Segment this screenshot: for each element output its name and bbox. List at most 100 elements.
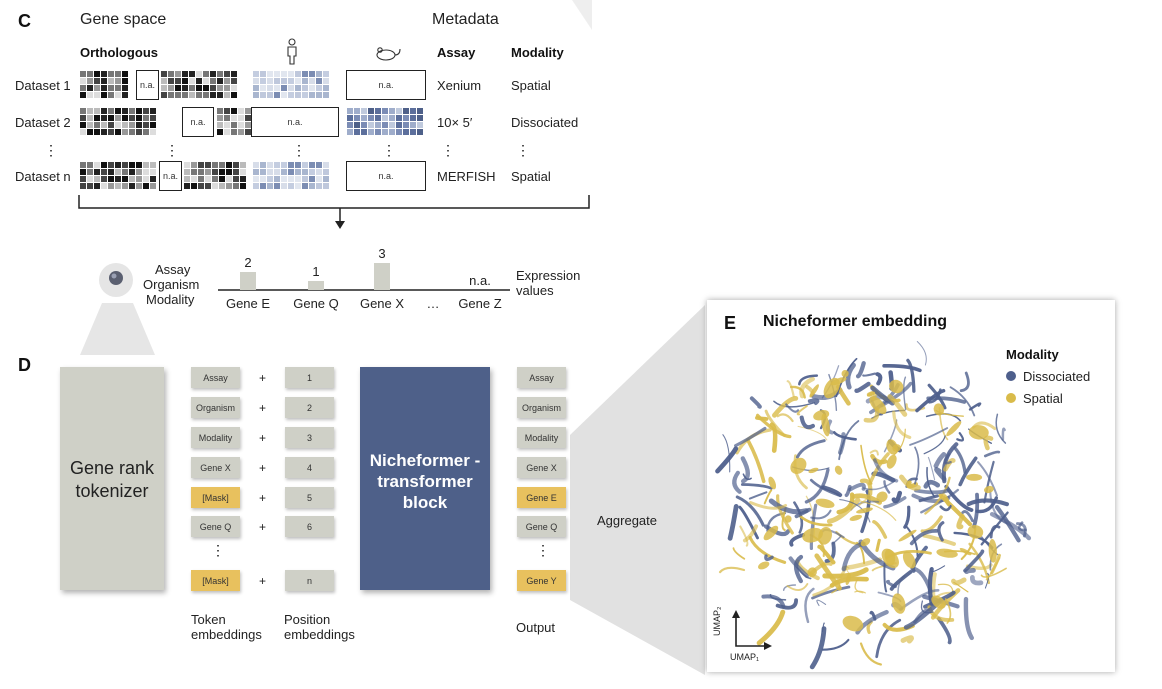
spatial-blob bbox=[943, 494, 950, 507]
output-token: Gene Y bbox=[517, 570, 566, 591]
dissociated-stroke bbox=[927, 456, 936, 481]
umap-x-label: UMAP₁ bbox=[730, 652, 760, 662]
expression-label-1: Expression bbox=[516, 268, 581, 283]
dissociated-stroke bbox=[972, 492, 980, 529]
output-token: Assay bbox=[517, 367, 566, 388]
dissociated-stroke bbox=[796, 439, 826, 459]
aggregate-wedge bbox=[570, 305, 705, 675]
spatial-blob bbox=[809, 384, 819, 398]
dissociated-stroke bbox=[824, 541, 836, 563]
spatial-stroke bbox=[985, 557, 1001, 581]
expression-value-label: 3 bbox=[378, 246, 385, 261]
expression-bar bbox=[308, 281, 324, 290]
dissociated-stroke bbox=[845, 362, 856, 390]
transformer-label-3: block bbox=[402, 493, 448, 512]
dissociated-stroke bbox=[883, 496, 907, 509]
dissociated-stroke bbox=[949, 386, 976, 417]
spatial-blob bbox=[845, 573, 851, 586]
expression-bar-chart: 2 Gene E 1 Gene Q 3 Gene X … n.a. Gene Z bbox=[218, 246, 510, 311]
spatial-stroke bbox=[798, 514, 833, 527]
position-embedding: 3 bbox=[285, 427, 334, 448]
dissociated-stroke bbox=[735, 495, 765, 527]
spatial-blob bbox=[834, 465, 843, 475]
spatial-blob bbox=[802, 527, 823, 543]
dissociated-stroke bbox=[816, 599, 827, 607]
down-arrow-icon bbox=[335, 221, 345, 229]
position-embedding: 1 bbox=[285, 367, 334, 388]
spatial-stroke bbox=[763, 489, 773, 505]
dissociated-stroke bbox=[961, 510, 974, 523]
spatial-blob bbox=[842, 615, 864, 632]
row-ellipsis: ⋮ bbox=[44, 142, 58, 158]
dissociated-stroke bbox=[909, 529, 939, 546]
meta-assay-label: Assay bbox=[155, 262, 191, 277]
dissociated-stroke bbox=[862, 372, 877, 377]
dissociated-stroke bbox=[793, 501, 804, 534]
gene-label: Gene X bbox=[360, 296, 404, 311]
position-embedding: 2 bbox=[285, 397, 334, 418]
output-token: Modality bbox=[517, 427, 566, 448]
plus-sign: + bbox=[259, 431, 267, 445]
gene-label: … bbox=[427, 296, 440, 311]
meta-modality-label: Modality bbox=[146, 292, 195, 307]
token-embedding: Gene X bbox=[191, 457, 240, 478]
gene-rank-tokenizer-block bbox=[60, 367, 164, 590]
mouse-heatmap-r2 bbox=[347, 108, 423, 135]
dissociated-stroke bbox=[964, 568, 976, 575]
tokenizer-label-1: Gene rank bbox=[69, 458, 155, 478]
dissociated-stroke bbox=[923, 435, 946, 455]
dataset-1-label: Dataset 1 bbox=[15, 78, 71, 93]
dissociated-stroke bbox=[810, 509, 832, 520]
dissociated-stroke bbox=[983, 450, 1001, 458]
spatial-blob bbox=[898, 529, 917, 542]
legend-dot-spatial bbox=[1006, 393, 1016, 403]
dissociated-stroke bbox=[959, 371, 970, 393]
spatial-blob bbox=[763, 525, 779, 541]
spatial-stroke bbox=[739, 525, 749, 547]
spatial-stroke bbox=[869, 449, 879, 456]
mouse-na-box-r1: n.a. bbox=[346, 70, 426, 100]
dissociated-stroke bbox=[740, 456, 750, 484]
dissociated-stroke bbox=[937, 521, 945, 542]
dissociated-stroke bbox=[860, 489, 871, 534]
spatial-stroke bbox=[769, 422, 778, 453]
spatial-stroke bbox=[870, 453, 888, 465]
spatial-stroke bbox=[938, 493, 973, 527]
spatial-blob bbox=[823, 377, 840, 399]
spatial-stroke bbox=[854, 590, 866, 594]
dissociated-stroke bbox=[914, 488, 950, 495]
spatial-blob bbox=[849, 514, 862, 521]
spatial-blob bbox=[758, 561, 770, 570]
dissociated-stroke bbox=[966, 498, 1009, 507]
dissociated-stroke bbox=[937, 616, 952, 645]
spatial-blob bbox=[936, 548, 958, 558]
dissociated-stroke bbox=[749, 396, 762, 409]
spatial-stroke bbox=[859, 478, 873, 497]
spatial-blob bbox=[966, 473, 983, 481]
legend-dot-dissociated bbox=[1006, 371, 1016, 381]
dissociated-stroke bbox=[732, 470, 742, 494]
spatial-stroke bbox=[797, 425, 828, 441]
spatial-blob bbox=[889, 379, 904, 394]
dissociated-stroke bbox=[963, 596, 974, 641]
token-embedding: Assay bbox=[191, 367, 240, 388]
dissociated-stroke bbox=[915, 388, 946, 413]
dataset-n-label: Dataset n bbox=[15, 169, 71, 184]
spatial-blob bbox=[841, 370, 849, 378]
assay-r2: 10× 5′ bbox=[437, 115, 473, 130]
dissociated-stroke bbox=[763, 524, 791, 537]
dissociated-stroke bbox=[916, 341, 927, 366]
spatial-blob bbox=[808, 467, 819, 474]
dissociated-stroke bbox=[883, 480, 891, 494]
dissociated-stroke bbox=[923, 479, 941, 489]
cell-icon bbox=[99, 263, 133, 297]
spatial-stroke bbox=[900, 635, 914, 644]
transformer-block bbox=[360, 367, 490, 590]
spatial-blob bbox=[946, 421, 962, 437]
spatial-blob bbox=[902, 551, 916, 569]
panel-letter-c: C bbox=[18, 11, 31, 31]
dissociated-stroke bbox=[969, 575, 984, 586]
embedding-title: Nicheformer embedding bbox=[763, 313, 948, 330]
assay-rn: MERFISH bbox=[437, 169, 496, 184]
